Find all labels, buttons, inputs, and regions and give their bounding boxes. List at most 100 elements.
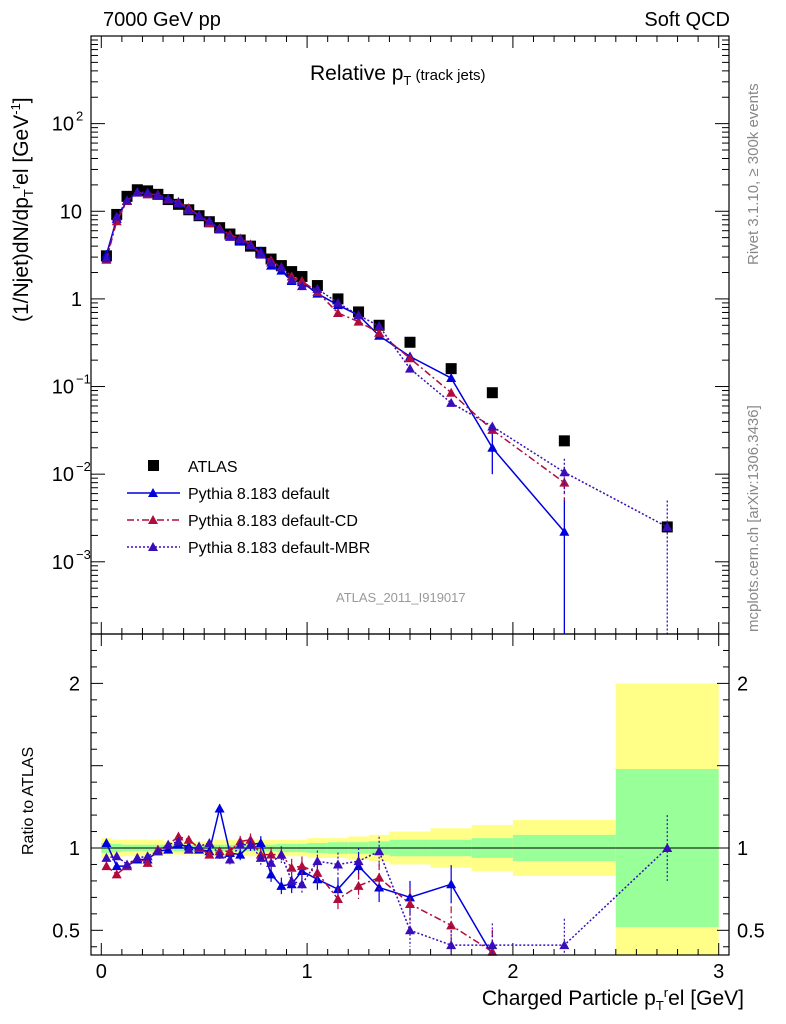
legend-marker	[148, 488, 158, 497]
mc-marker	[276, 262, 287, 272]
mc-marker	[245, 240, 256, 250]
ratio-marker	[122, 859, 133, 869]
ratio-marker	[446, 879, 457, 889]
mc-marker	[101, 253, 112, 263]
ratio-marker	[235, 849, 246, 859]
mc-marker	[296, 276, 307, 286]
ratio-marker	[353, 880, 364, 890]
y-tick-label: 10	[60, 201, 82, 223]
x-tick-label: 1	[302, 961, 313, 983]
ratio-marker	[446, 920, 457, 930]
x-axis-title: Charged Particle pTrel [GeV]	[481, 985, 744, 1014]
mc-marker	[312, 283, 323, 293]
y-tick-exponent: −1	[76, 372, 91, 387]
ratio-marker	[142, 851, 153, 861]
mc-marker	[111, 216, 122, 226]
legend-marker-atlas	[148, 460, 159, 471]
mc-marker	[235, 234, 246, 244]
mc-marker	[194, 210, 205, 220]
ratio-marker	[183, 844, 194, 854]
plot-title: Relative pT (track jets)	[310, 62, 486, 89]
ratio-marker	[204, 838, 215, 848]
ratio-marker	[374, 882, 385, 892]
rivet-version-label: Rivet 3.1.10, ≥ 300k events	[745, 83, 762, 265]
ratio-y-tick-label: 1	[69, 838, 80, 860]
mc-marker	[122, 195, 133, 205]
mc-marker	[296, 281, 307, 291]
mc-marker	[446, 373, 457, 383]
atlas-data-point	[486, 387, 498, 399]
mc-marker	[559, 467, 570, 477]
mc-marker	[255, 249, 266, 259]
mc-line	[105, 191, 668, 528]
ratio-y-axis-title: Ratio to ATLAS	[20, 746, 37, 855]
ratio-marker	[487, 946, 498, 956]
ratio-y-tick-label: 0.5	[52, 920, 80, 942]
mc-marker	[173, 197, 184, 207]
ratio-marker	[142, 857, 153, 867]
mcplots-source-label: mcplots.cern.ch [arXiv:1306.3436]	[745, 405, 762, 632]
ratio-marker	[101, 838, 112, 848]
ratio-marker	[405, 898, 415, 908]
legend-label: Pythia 8.183 default	[188, 486, 330, 503]
mc-marker	[204, 215, 215, 225]
ratio-marker	[405, 892, 415, 902]
legend-label: ATLAS	[188, 459, 238, 476]
ratio-marker	[353, 856, 364, 866]
analysis-id: ATLAS_2011_I919017	[336, 590, 466, 605]
ratio-plot-frame	[90, 633, 730, 956]
ratio-marker	[245, 839, 256, 849]
legend-label: Pythia 8.183 default-CD	[188, 513, 358, 530]
y-tick-label: 10	[52, 377, 74, 399]
ratio-marker	[255, 838, 266, 848]
ratio-marker	[446, 940, 457, 950]
ratio-marker	[296, 866, 307, 876]
y-tick-label: 10	[52, 552, 74, 574]
mc-marker	[559, 526, 570, 536]
mc-marker	[224, 231, 235, 241]
ratio-marker	[183, 834, 194, 844]
legend-label: Pythia 8.183 default-MBR	[188, 540, 370, 557]
mc-marker	[183, 205, 194, 215]
atlas-data-point	[404, 336, 416, 348]
ratio-y-tick-label: 2	[69, 673, 80, 695]
ratio-marker	[662, 843, 673, 852]
ratio-marker	[224, 846, 235, 856]
ratio-marker	[405, 925, 415, 935]
ratio-marker	[255, 852, 266, 862]
energy-label: 7000 GeV pp	[103, 9, 221, 31]
ratio-marker	[276, 849, 287, 859]
ratio-marker	[152, 846, 163, 856]
mc-marker	[132, 186, 143, 196]
ratio-marker	[111, 869, 122, 879]
ratio-marker	[235, 839, 246, 849]
mc-marker	[446, 387, 457, 397]
ratio-marker	[163, 844, 174, 854]
ratio-marker	[332, 894, 343, 904]
y-tick-exponent: −2	[76, 459, 91, 474]
mc-marker	[214, 224, 225, 234]
ratio-marker	[194, 841, 205, 851]
legend-marker	[148, 542, 158, 551]
y-tick-label: 1	[71, 289, 82, 311]
process-label: Soft QCD	[644, 9, 730, 31]
mc-marker	[405, 363, 415, 373]
mc-marker	[559, 477, 570, 487]
y-tick-label: 10	[52, 114, 74, 136]
ratio-marker	[214, 803, 225, 813]
ratio-marker	[266, 857, 277, 867]
mc-marker	[111, 211, 122, 221]
ratio-marker	[101, 861, 112, 871]
x-tick-label: 0	[96, 961, 107, 983]
mc-marker	[163, 193, 174, 203]
ratio-marker	[173, 831, 184, 841]
mc-marker	[487, 442, 498, 452]
mc-marker	[332, 308, 343, 318]
ratio-marker	[559, 940, 570, 950]
ratio-y-tick-label-right: 0.5	[737, 920, 765, 942]
mc-marker	[353, 310, 364, 320]
ratio-marker	[163, 839, 174, 849]
mc-marker	[405, 353, 415, 363]
mc-marker	[353, 316, 364, 326]
mc-marker	[152, 190, 163, 200]
